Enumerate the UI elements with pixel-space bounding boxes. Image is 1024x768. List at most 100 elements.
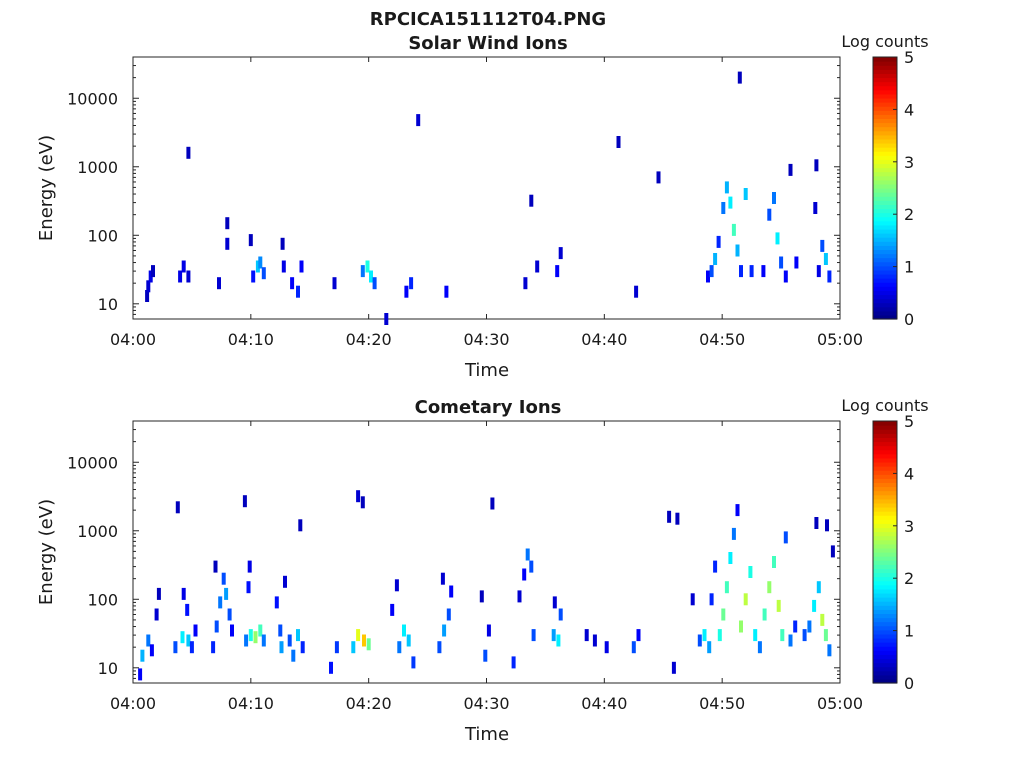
colorbar-segment [873, 494, 897, 500]
heatmap-cell-solar-wind-55 [775, 232, 780, 245]
colorbar-tick-label: 1 [904, 258, 914, 277]
heatmap-cell-solar-wind-51 [749, 265, 754, 278]
colorbar-segment [873, 233, 897, 238]
colorbar-segment [873, 249, 897, 255]
colorbar-segment [873, 200, 897, 205]
heatmap-cell-cometary-16 [218, 596, 223, 609]
heatmap-cell-cometary-65 [525, 548, 530, 561]
x-tick-label: 04:40 [581, 330, 627, 349]
colorbar-segment [873, 237, 897, 242]
x-tick-label: 04:30 [463, 330, 509, 349]
colorbar-segment [873, 175, 897, 181]
heatmap-cell-cometary-56 [449, 585, 454, 598]
heatmap-cell-cometary-27 [246, 581, 251, 594]
heatmap-cell-solar-wind-4 [178, 270, 183, 283]
heatmap-cell-solar-wind-23 [365, 260, 370, 273]
colorbar-frame [872, 56, 898, 320]
heatmap-cell-cometary-55 [446, 608, 451, 621]
colorbar-segment [873, 539, 897, 545]
colorbar-segment [873, 527, 897, 533]
heatmap-cells-cometary [138, 490, 835, 681]
heatmap-cell-cometary-57 [440, 572, 445, 585]
heatmap-cell-cometary-31 [278, 624, 283, 637]
colorbar-segment [873, 81, 897, 87]
heatmap-cell-cometary-106 [807, 620, 812, 633]
colorbar-segment [873, 118, 897, 124]
colorbar-segment [873, 85, 897, 91]
figure-title: RPCICA151112T04.PNG [370, 9, 606, 30]
colorbar-segment [873, 282, 897, 287]
heatmap-cell-cometary-3 [149, 644, 154, 657]
heatmap-cell-cometary-94 [748, 566, 753, 578]
y-tick-label: 100 [87, 226, 118, 245]
colorbar-segment [873, 564, 897, 569]
heatmap-cell-solar-wind-53 [767, 208, 772, 221]
colorbar-segment [873, 102, 897, 107]
heatmap-cell-cometary-112 [814, 517, 819, 529]
heatmap-cell-cometary-63 [517, 590, 522, 603]
heatmap-cell-solar-wind-42 [716, 235, 721, 248]
heatmap-cell-cometary-102 [783, 531, 788, 544]
colorbar-segment [873, 654, 897, 660]
panel-title-cometary: Cometary Ions [415, 397, 562, 418]
colorbar-segment [873, 97, 897, 103]
heatmap-cell-solar-wind-64 [827, 270, 832, 283]
solar-wind-ions-panel: Solar Wind Ions 04:00 04:10 04:20 04:30 04:4… [36, 32, 929, 381]
colorbar-segment [873, 601, 897, 606]
colorbar-segment [873, 556, 897, 561]
x-axis-cometary: 04:00 04:10 04:20 04:30 04:40 04:50 05:00 [110, 421, 863, 713]
heatmap-cell-solar-wind-47 [735, 244, 740, 257]
heatmap-cell-cometary-35 [291, 649, 296, 662]
heatmap-cell-cometary-29 [242, 495, 247, 508]
heatmap-cell-cometary-33 [283, 575, 287, 588]
colorbar-segment [873, 134, 897, 140]
colorbar-segment [873, 666, 897, 672]
heatmap-cell-cometary-1 [140, 649, 145, 662]
colorbar-segment [873, 171, 897, 177]
colorbar-segment [873, 576, 897, 582]
heatmap-cell-solar-wind-15 [248, 234, 253, 247]
x-tick-label: 04:20 [346, 330, 392, 349]
colorbar-segment [873, 192, 897, 197]
colorbar-segment [873, 89, 897, 95]
colorbar-segment [873, 584, 897, 590]
x-axis-label-solar-wind: Time [464, 360, 509, 381]
heatmap-cell-cometary-83 [707, 641, 712, 654]
colorbar-segment [873, 535, 897, 541]
y-axis-label-cometary: Energy (eV) [36, 499, 57, 605]
heatmap-cell-cometary-61 [490, 497, 495, 510]
heatmap-cell-cometary-105 [802, 629, 807, 642]
heatmap-cell-cometary-66 [529, 560, 534, 573]
cometary-ions-panel: Cometary Ions 04:00 04:10 04:20 04:30 04:40 0… [36, 396, 929, 745]
heatmap-cell-cometary-43 [362, 634, 366, 647]
heatmap-cell-cometary-52 [411, 656, 416, 669]
heatmap-cell-cometary-32 [279, 641, 284, 654]
colorbar-segment [873, 642, 897, 647]
heatmap-cell-cometary-38 [298, 519, 303, 532]
heatmap-cell-cometary-98 [767, 581, 772, 594]
heatmap-cell-solar-wind-61 [814, 159, 819, 172]
colorbar-segment [873, 212, 897, 218]
colorbar-segment [873, 470, 897, 475]
colorbar-segment [873, 519, 897, 524]
heatmap-cell-cometary-7 [173, 641, 178, 654]
heatmap-cell-cometary-87 [721, 608, 726, 621]
heatmap-cell-solar-wind-29 [416, 114, 421, 127]
heatmap-cell-solar-wind-2 [148, 270, 153, 283]
colorbar-segment [873, 298, 897, 304]
colorbar-segment [873, 588, 897, 594]
colorbar-segment [873, 515, 897, 520]
heatmap-cell-solar-wind-40 [709, 265, 714, 278]
colorbar-segment [873, 543, 897, 549]
colorbar-segment [873, 498, 897, 504]
colorbar-segment [873, 110, 897, 115]
colorbar-segment [873, 220, 897, 226]
colorbar-segment [873, 466, 897, 471]
colorbar-tick-label: 3 [904, 517, 914, 536]
colorbar-segment [873, 461, 897, 467]
heatmap-cells-solar-wind [145, 71, 832, 325]
colorbar-tick-label: 5 [904, 412, 914, 431]
heatmap-cell-solar-wind-13 [258, 256, 263, 269]
heatmap-cell-cometary-95 [753, 629, 758, 642]
